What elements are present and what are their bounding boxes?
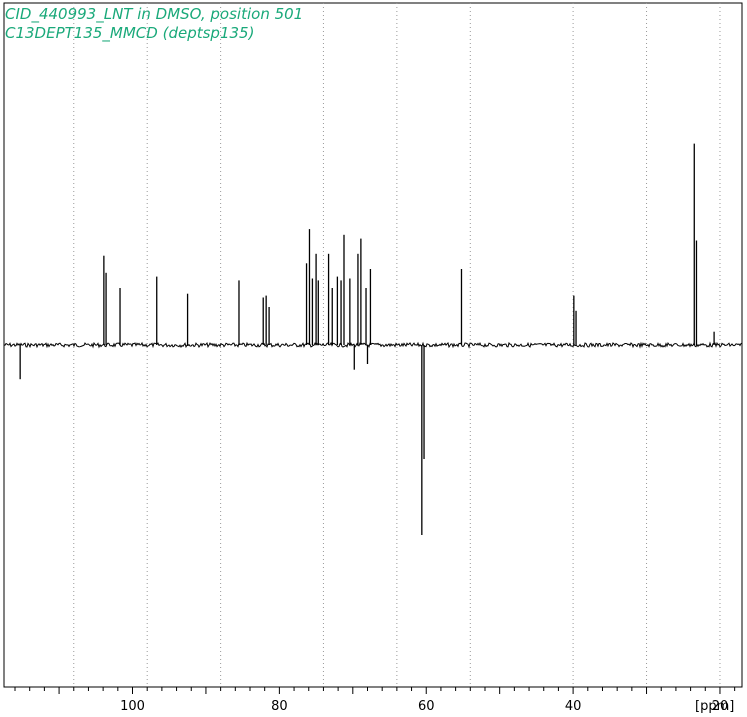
plot-frame: [3, 2, 743, 688]
title-line-2: C13DEPT135_MMCD (deptsp135): [5, 24, 255, 42]
tick-label: 20: [712, 699, 729, 714]
tick-label: 80: [271, 699, 288, 714]
tick-label: 40: [565, 699, 582, 714]
spectrum-peaks: [3, 143, 743, 535]
spectrum-baseline: [3, 341, 743, 349]
x-axis-unit-label: [ppm]: [695, 699, 734, 714]
tick-label: 60: [418, 699, 435, 714]
x-axis: 100 80 60 40 20: [14, 687, 736, 714]
tick-label: 100: [120, 699, 145, 714]
title-line-1: CID_440993_LNT in DMSO, position 501: [5, 5, 304, 23]
